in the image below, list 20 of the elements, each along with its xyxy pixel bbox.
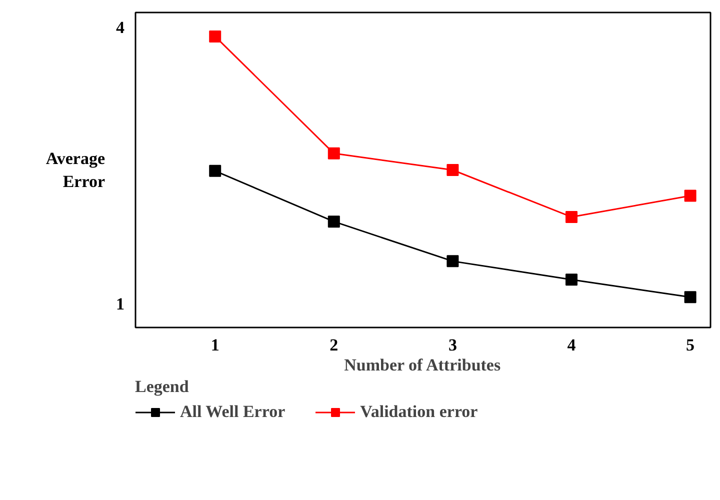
legend-label: Validation error	[360, 402, 478, 422]
point	[446, 164, 459, 176]
point	[684, 190, 696, 202]
point	[328, 216, 340, 228]
x-tick-label: 3	[448, 336, 457, 354]
x-tick-label: 5	[686, 336, 695, 354]
y-axis-title: Average Error	[46, 149, 106, 191]
point	[209, 164, 222, 177]
legend-label: All Well Error	[180, 402, 286, 422]
point	[209, 30, 222, 42]
point	[684, 291, 696, 304]
x-tick-label: 2	[330, 336, 338, 354]
legend-title: Legend	[135, 377, 190, 397]
x-tick-label: 4	[567, 336, 576, 354]
point	[566, 210, 578, 223]
x-tick-label: 1	[210, 336, 220, 354]
point	[446, 255, 459, 268]
point	[328, 147, 340, 160]
x-axis-title: Number of Attributes	[344, 356, 501, 374]
point	[566, 274, 578, 286]
